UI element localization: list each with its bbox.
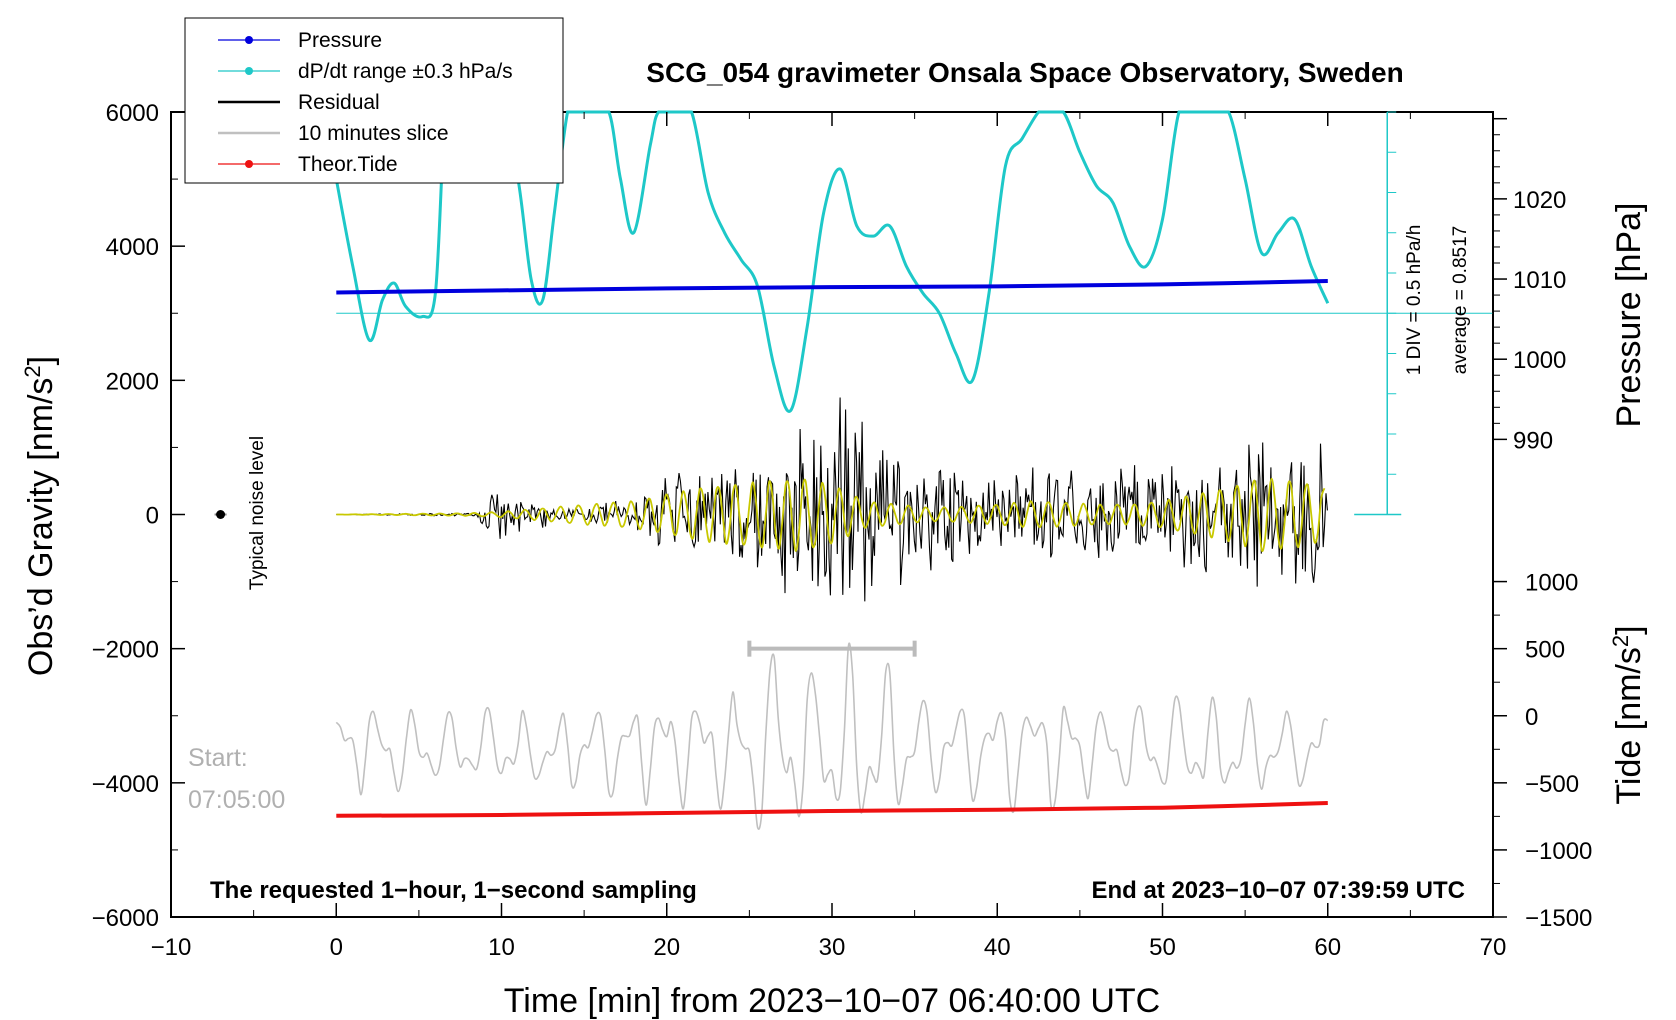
pressure-axis-label: Pressure [hPa] bbox=[1610, 203, 1648, 428]
footer-left: The requested 1−hour, 1−second sampling bbox=[210, 877, 697, 904]
x-axis-label: Time [min] from 2023−10−07 06:40:00 UTC bbox=[504, 982, 1160, 1020]
tide-tick-label-2: 0 bbox=[1525, 704, 1538, 731]
start-label-line2: 07:05:00 bbox=[188, 786, 285, 814]
y-axis: 6000 4000 2000 0 −2000 −4000 −6000 bbox=[92, 100, 185, 932]
tide-axis-label: Tide [nm/s2] bbox=[1608, 625, 1648, 804]
noise-level-label: Typical noise level bbox=[247, 436, 268, 590]
y-tick-label-5: −4000 bbox=[92, 771, 159, 798]
legend-label-2: Residual bbox=[298, 91, 380, 114]
footer-right: End at 2023−10−07 07:39:59 UTC bbox=[1091, 877, 1465, 904]
legend-label-3: 10 minutes slice bbox=[298, 122, 449, 145]
series-10-minutes-slice bbox=[335, 642, 1329, 830]
tide-tick-label-1: 500 bbox=[1525, 637, 1565, 664]
dpdt-scale bbox=[336, 111, 1493, 516]
series-filtered bbox=[336, 477, 1326, 552]
y-axis-label-sup: 2 bbox=[20, 365, 45, 377]
tide-tick-label-5: −1500 bbox=[1525, 905, 1592, 932]
pressure-tick-label-3: 990 bbox=[1513, 427, 1553, 454]
legend-dot-0 bbox=[245, 36, 253, 44]
x-tick-label-5: 40 bbox=[984, 934, 1011, 961]
legend-label-4: Theor.Tide bbox=[298, 153, 398, 176]
tide-axis: 1000 500 0 −500 −1000 −1500 bbox=[1493, 570, 1592, 932]
y-axis-label-main: Obs’d Gravity [nm/s bbox=[22, 378, 60, 677]
legend-dot-4 bbox=[245, 160, 253, 168]
legend-label-0: Pressure bbox=[298, 29, 382, 52]
x-tick-label-4: 30 bbox=[819, 934, 846, 961]
legend-label-1: dP/dt range ±0.3 hPa/s bbox=[298, 60, 513, 83]
x-tick-label-3: 20 bbox=[653, 934, 680, 961]
pressure-tick-label-1: 1010 bbox=[1513, 267, 1566, 294]
x-tick-label-8: 70 bbox=[1480, 934, 1507, 961]
y-tick-label-1: 4000 bbox=[106, 234, 159, 261]
pressure-tick-label-0: 1020 bbox=[1513, 187, 1566, 214]
legend: Pressure dP/dt range ±0.3 hPa/s Residual 10… bbox=[184, 17, 564, 184]
div-label: 1 DIV = 0.5 hPa/h bbox=[1404, 225, 1425, 376]
series-pressure bbox=[336, 279, 1328, 295]
chart-title: SCG_054 gravimeter Onsala Space Observat… bbox=[646, 57, 1403, 88]
tide-tick-label-3: −500 bbox=[1525, 771, 1579, 798]
y-axis-label-tail: ] bbox=[22, 356, 60, 365]
y-tick-label-0: 6000 bbox=[106, 100, 159, 127]
y-tick-label-4: −2000 bbox=[92, 637, 159, 664]
series-theor-tide bbox=[336, 801, 1328, 818]
x-axis: −10 0 10 20 30 40 50 60 70 bbox=[151, 112, 1507, 961]
pressure-axis: 1020 1010 1000 990 bbox=[1492, 117, 1566, 456]
y-tick-label-6: −6000 bbox=[92, 905, 159, 932]
x-tick-label-6: 50 bbox=[1149, 934, 1176, 961]
legend-dot-1 bbox=[245, 67, 253, 75]
series-residual bbox=[336, 397, 1328, 602]
x-tick-label-0: −10 bbox=[151, 934, 192, 961]
start-label-line1: Start: bbox=[188, 744, 248, 772]
y-tick-label-3: 0 bbox=[146, 503, 159, 530]
average-label: average = 0.8517 bbox=[1450, 226, 1471, 374]
y-tick-label-2: 2000 bbox=[106, 368, 159, 395]
series-layer bbox=[214, 110, 1330, 830]
tide-tick-label-4: −1000 bbox=[1525, 838, 1592, 865]
y-axis-label: Obs’d Gravity [nm/s2] bbox=[20, 356, 60, 676]
x-tick-label-1: 0 bbox=[330, 934, 343, 961]
tide-axis-label-sup: 2 bbox=[1608, 635, 1633, 647]
tide-tick-label-0: 1000 bbox=[1525, 570, 1578, 597]
x-tick-label-2: 10 bbox=[488, 934, 515, 961]
x-tick-label-7: 60 bbox=[1314, 934, 1341, 961]
tide-axis-label-tail: ] bbox=[1610, 625, 1648, 634]
legend-box bbox=[184, 17, 564, 184]
tide-axis-label-main: Tide [nm/s bbox=[1610, 647, 1648, 804]
pressure-tick-label-2: 1000 bbox=[1513, 347, 1566, 374]
noise-level-point bbox=[216, 510, 226, 519]
